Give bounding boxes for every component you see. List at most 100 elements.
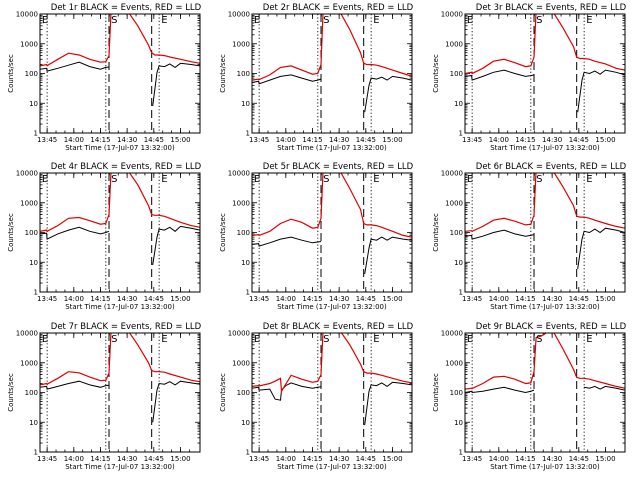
interval-marker-label: E bbox=[42, 15, 48, 26]
y-tick-label: 1000 bbox=[445, 199, 463, 207]
y-tick-label: 1 bbox=[459, 130, 463, 138]
y-axis-label: Counts/sec bbox=[432, 54, 440, 93]
y-tick-label: 1000 bbox=[232, 40, 250, 48]
y-tick-label: 1 bbox=[246, 449, 250, 457]
y-axis-label: Counts/sec bbox=[432, 213, 440, 252]
y-tick-label: 1000 bbox=[445, 40, 463, 48]
chart-panel: Det 6r BLACK = Events, RED = LLD 1 10 100 10… bbox=[432, 162, 627, 311]
y-axis-label: Counts/sec bbox=[219, 213, 227, 252]
chart-title: Det 7r BLACK = Events, RED = LLD bbox=[51, 322, 202, 332]
y-tick-label: 10 bbox=[454, 259, 463, 267]
x-tick-label: 14:45 bbox=[569, 136, 589, 144]
interval-marker-label: S bbox=[111, 15, 117, 26]
chart-title: Det 5r BLACK = Events, RED = LLD bbox=[263, 162, 414, 172]
y-tick-label: 100 bbox=[237, 70, 250, 78]
interval-marker-label: E bbox=[373, 15, 379, 26]
y-tick-label: 1000 bbox=[20, 40, 38, 48]
events-series-line bbox=[465, 69, 625, 113]
y-tick-label: 10000 bbox=[228, 11, 250, 19]
x-axis-label: Start Time (17-Jul-07 13:32:00) bbox=[65, 144, 175, 152]
x-tick-label: 15:00 bbox=[170, 455, 190, 463]
x-tick-label: 15:00 bbox=[595, 136, 615, 144]
y-tick-label: 100 bbox=[450, 70, 463, 78]
plot-frame bbox=[251, 13, 413, 134]
interval-marker-label: E bbox=[586, 15, 592, 26]
x-tick-label: 14:15 bbox=[515, 295, 535, 303]
lld-series-line bbox=[465, 14, 625, 75]
y-tick-label: 1 bbox=[246, 289, 250, 297]
x-tick-label: 15:00 bbox=[170, 295, 190, 303]
y-tick-label: 100 bbox=[25, 70, 38, 78]
interval-marker-label: S bbox=[111, 334, 117, 345]
chart-panel: Det 7r BLACK = Events, RED = LLD 1 10 100 10… bbox=[7, 322, 202, 471]
x-tick-label: 15:00 bbox=[382, 295, 402, 303]
x-tick-label: 14:45 bbox=[569, 295, 589, 303]
x-tick-label: 13:45 bbox=[37, 136, 57, 144]
x-tick-label: 15:00 bbox=[170, 136, 190, 144]
plot-frame bbox=[39, 13, 201, 134]
x-tick-label: 14:45 bbox=[356, 136, 376, 144]
y-tick-label: 10000 bbox=[441, 170, 463, 178]
y-tick-label: 1000 bbox=[232, 359, 250, 367]
x-axis-label: Start Time (17-Jul-07 13:32:00) bbox=[65, 463, 175, 471]
x-tick-label: 14:30 bbox=[542, 455, 562, 463]
x-tick-label: 14:45 bbox=[144, 295, 164, 303]
x-tick-label: 14:30 bbox=[542, 136, 562, 144]
lld-series-line bbox=[40, 333, 200, 386]
x-tick-label: 13:45 bbox=[249, 136, 269, 144]
lld-series-line bbox=[465, 333, 625, 390]
x-tick-label: 14:30 bbox=[329, 136, 349, 144]
chart-title: Det 4r BLACK = Events, RED = LLD bbox=[51, 162, 202, 172]
x-tick-label: 14:30 bbox=[117, 295, 137, 303]
y-tick-label: 10 bbox=[454, 100, 463, 108]
x-tick-label: 14:00 bbox=[64, 455, 84, 463]
y-tick-label: 1 bbox=[34, 449, 38, 457]
y-tick-label: 10 bbox=[241, 100, 250, 108]
plot-frame bbox=[39, 172, 201, 293]
y-axis-label: Counts/sec bbox=[219, 373, 227, 412]
x-axis-label: Start Time (17-Jul-07 13:32:00) bbox=[65, 303, 175, 311]
x-tick-label: 14:00 bbox=[276, 455, 296, 463]
y-axis-label: Counts/sec bbox=[7, 54, 15, 93]
chart-panel: Det 8r BLACK = Events, RED = LLD 1 10 100 10… bbox=[219, 322, 414, 471]
lld-series-line bbox=[252, 14, 412, 81]
interval-marker-label: E bbox=[161, 15, 167, 26]
x-tick-label: 14:00 bbox=[276, 136, 296, 144]
x-tick-label: 13:45 bbox=[462, 295, 482, 303]
chart-title: Det 1r BLACK = Events, RED = LLD bbox=[51, 3, 202, 13]
plot-frame bbox=[251, 332, 413, 453]
x-tick-label: 14:15 bbox=[90, 295, 110, 303]
x-axis-label: Start Time (17-Jul-07 13:32:00) bbox=[277, 303, 387, 311]
x-tick-label: 14:15 bbox=[90, 136, 110, 144]
x-axis-label: Start Time (17-Jul-07 13:32:00) bbox=[277, 144, 387, 152]
x-tick-label: 14:45 bbox=[144, 136, 164, 144]
interval-marker-label: E bbox=[42, 334, 48, 345]
x-tick-label: 14:30 bbox=[542, 295, 562, 303]
y-tick-label: 1 bbox=[459, 289, 463, 297]
y-tick-label: 10 bbox=[29, 100, 38, 108]
events-series-line bbox=[465, 227, 625, 269]
interval-marker-label: S bbox=[536, 174, 542, 185]
x-tick-label: 14:00 bbox=[64, 295, 84, 303]
x-tick-label: 14:30 bbox=[117, 136, 137, 144]
y-tick-label: 10000 bbox=[441, 330, 463, 338]
chart-panel: Det 9r BLACK = Events, RED = LLD 1 10 100 10… bbox=[432, 322, 627, 471]
y-tick-label: 1 bbox=[34, 130, 38, 138]
y-axis-label: Counts/sec bbox=[7, 373, 15, 412]
plot-frame bbox=[464, 13, 626, 134]
interval-marker-label: S bbox=[111, 174, 117, 185]
x-tick-label: 15:00 bbox=[595, 295, 615, 303]
y-axis-label: Counts/sec bbox=[7, 213, 15, 252]
y-tick-label: 1 bbox=[246, 130, 250, 138]
interval-marker-label: E bbox=[254, 174, 260, 185]
y-tick-label: 1000 bbox=[445, 359, 463, 367]
events-series-line bbox=[252, 74, 412, 113]
y-tick-label: 10000 bbox=[228, 330, 250, 338]
y-tick-label: 100 bbox=[25, 389, 38, 397]
interval-marker-label: E bbox=[373, 174, 379, 185]
events-series-line bbox=[40, 225, 200, 266]
y-tick-label: 10 bbox=[241, 419, 250, 427]
y-tick-label: 10 bbox=[454, 419, 463, 427]
chart-panel: Det 1r BLACK = Events, RED = LLD 1 10 100 10… bbox=[7, 3, 202, 152]
